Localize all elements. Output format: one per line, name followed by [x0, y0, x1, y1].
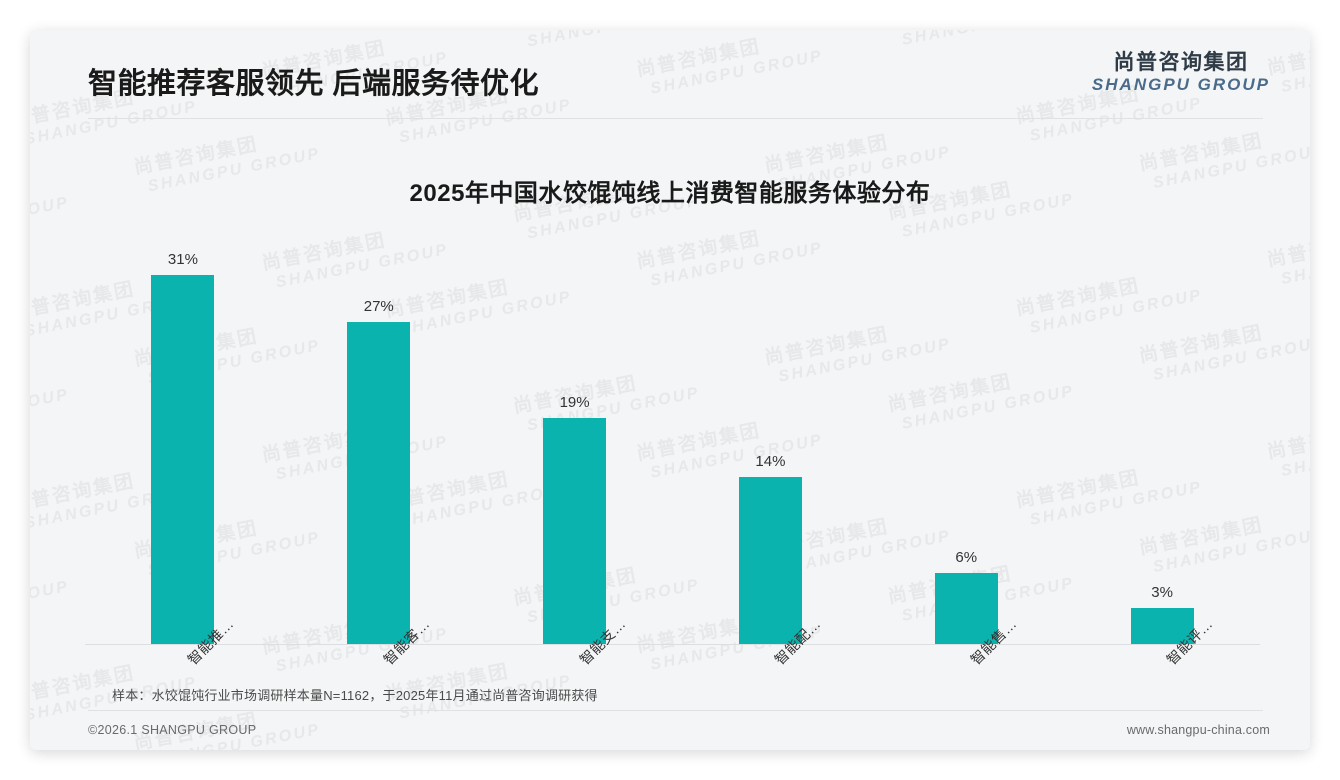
bar-rect[interactable] — [738, 477, 802, 644]
bar-rect[interactable] — [934, 573, 998, 644]
footer-copyright: ©2026.1 SHANGPU GROUP — [88, 723, 257, 737]
bar-value-label: 14% — [755, 453, 786, 470]
bar-group[interactable]: 6% 智能售… — [934, 549, 1020, 668]
bar-value-label: 3% — [1151, 584, 1173, 601]
bar-group[interactable]: 27% 智能客… — [347, 298, 432, 668]
footer-divider — [88, 710, 1263, 711]
page-title: 智能推荐客服领先 后端服务待优化 — [88, 68, 540, 100]
footer-website: www.shangpu-china.com — [1126, 723, 1270, 737]
bar-group[interactable]: 19% 智能支… — [543, 394, 628, 668]
header-divider — [88, 118, 1263, 119]
bar-rect[interactable] — [347, 322, 411, 644]
slide-header: 智能推荐客服领先 后端服务待优化 尚普咨询集团 SHANGPU GROUP — [30, 30, 1310, 118]
bar-value-label: 6% — [955, 549, 978, 566]
bar-rect[interactable] — [543, 418, 607, 644]
bar-value-label: 31% — [167, 251, 198, 268]
bar-value-label: 19% — [559, 394, 590, 411]
chart-title: 2025年中国水饺馄饨线上消费智能服务体验分布 — [409, 180, 931, 207]
chart-container: 2025年中国水饺馄饨线上消费智能服务体验分布 31% 智能推… 27% 智能客… 19… — [30, 118, 1310, 678]
bar-rect[interactable] — [1130, 608, 1194, 644]
sample-footnote: 样本：水饺馄饨行业市场调研样本量N=1162，于2025年11月通过尚普咨询调研… — [112, 688, 598, 703]
brand-logo-en: SHANGPU GROUP — [1091, 75, 1270, 94]
bar-group[interactable]: 3% 智能评… — [1130, 584, 1216, 668]
x-axis-line — [85, 644, 1260, 645]
brand-logo: 尚普咨询集团 SHANGPU GROUP — [1092, 52, 1270, 93]
bar-group[interactable]: 14% 智能配… — [738, 453, 824, 668]
bar-value-label: 27% — [363, 298, 394, 315]
bar-rect[interactable] — [151, 275, 215, 644]
slide-footer: ©2026.1 SHANGPU GROUP www.shangpu-china.… — [30, 710, 1310, 750]
bar-group[interactable]: 31% 智能推… — [151, 251, 237, 668]
chart-plot-area: 31% 智能推… 27% 智能客… 19% 智能支… 14% 智能配… 6% 智能售… 3% 智能评… — [85, 228, 1260, 668]
brand-logo-cn: 尚普咨询集团 — [1113, 51, 1249, 74]
